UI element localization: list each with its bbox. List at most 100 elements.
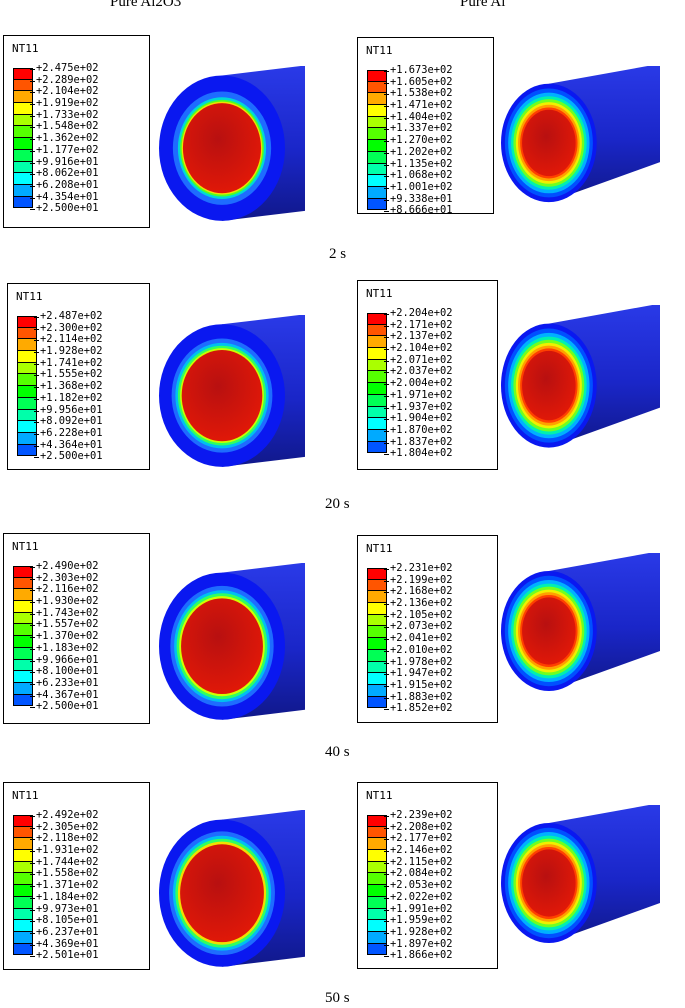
legend-value: +1.991e+02 bbox=[384, 902, 453, 915]
legend-swatch bbox=[14, 114, 32, 127]
legend-value: +2.104e+02 bbox=[384, 342, 453, 355]
legend-value: +1.937e+02 bbox=[384, 400, 453, 413]
legend-swatch bbox=[18, 397, 36, 410]
legend-swatch bbox=[18, 409, 36, 422]
legend-box: NT11 +2.239e+02 +2.208e+02 +2.177e+02 +2.146… bbox=[357, 782, 498, 969]
legend-value: +1.370e+02 bbox=[30, 630, 99, 643]
legend-swatch bbox=[14, 885, 32, 897]
legend-swatch bbox=[14, 184, 32, 197]
legend-swatch bbox=[18, 362, 36, 375]
legend-value: +2.500e+01 bbox=[30, 202, 99, 215]
legend-swatch bbox=[368, 931, 386, 944]
legend-swatch bbox=[14, 126, 32, 139]
legend-swatch bbox=[368, 359, 386, 372]
legend-value: +2.118e+02 bbox=[30, 832, 99, 845]
legend-swatch bbox=[14, 920, 32, 932]
legend-swatch bbox=[368, 128, 386, 141]
legend-value: +2.487e+02 bbox=[34, 310, 103, 322]
legend-swatch bbox=[368, 673, 386, 685]
legend-value: +1.673e+02 bbox=[384, 64, 453, 76]
time-label: 20 s bbox=[325, 496, 350, 512]
legend-value: +2.114e+02 bbox=[34, 333, 103, 346]
legend-value: +4.354e+01 bbox=[30, 190, 99, 203]
legend-swatch bbox=[368, 116, 386, 129]
legend-swatch bbox=[18, 444, 36, 457]
legend-swatch bbox=[368, 140, 386, 152]
legend-swatch bbox=[14, 659, 32, 672]
legend-value: +4.369e+01 bbox=[30, 937, 99, 950]
legend-color-bar bbox=[13, 815, 33, 956]
cylinder-contour-render bbox=[159, 810, 305, 967]
legend-value: +1.337e+02 bbox=[384, 122, 453, 135]
legend-value: +1.904e+02 bbox=[384, 412, 453, 425]
legend-labels: +2.475e+02 +2.289e+02 +2.104e+02 +1.919e+02… bbox=[30, 62, 99, 215]
legend-variable-name: NT11 bbox=[12, 540, 39, 553]
legend-swatch bbox=[368, 394, 386, 407]
legend-value: +1.930e+02 bbox=[30, 595, 99, 608]
legend-value: +2.303e+02 bbox=[30, 571, 99, 584]
legend-value: +2.305e+02 bbox=[30, 820, 99, 833]
cylinder-contour-render bbox=[159, 66, 305, 221]
legend-value: +2.053e+02 bbox=[384, 879, 453, 892]
legend-swatch bbox=[14, 931, 32, 944]
legend-swatch bbox=[14, 647, 32, 660]
legend-swatch bbox=[368, 163, 386, 176]
legend-swatch bbox=[14, 861, 32, 874]
legend-swatch bbox=[368, 885, 386, 897]
legend-value: +9.338e+01 bbox=[384, 192, 453, 205]
legend-value: +1.928e+02 bbox=[34, 345, 103, 358]
legend-value: +1.182e+02 bbox=[34, 391, 103, 404]
legend-swatch bbox=[368, 661, 386, 674]
legend-value: +2.136e+02 bbox=[384, 597, 453, 610]
legend-swatch bbox=[368, 649, 386, 662]
legend-value: +1.804e+02 bbox=[384, 447, 453, 460]
legend-value: +2.289e+02 bbox=[30, 73, 99, 86]
legend-swatch bbox=[368, 441, 386, 454]
legend-swatch bbox=[368, 861, 386, 874]
legend-value: +1.404e+02 bbox=[384, 110, 453, 123]
legend-variable-name: NT11 bbox=[366, 44, 393, 57]
legend-swatch bbox=[368, 348, 386, 360]
legend-swatch bbox=[14, 68, 32, 80]
legend-value: +1.733e+02 bbox=[30, 108, 99, 121]
legend-swatch bbox=[18, 339, 36, 352]
legend-value: +1.557e+02 bbox=[30, 618, 99, 631]
legend-value: +1.558e+02 bbox=[30, 867, 99, 880]
legend-swatch bbox=[18, 351, 36, 363]
legend-value: +2.115e+02 bbox=[384, 855, 453, 868]
legend-swatch bbox=[14, 103, 32, 115]
column-header-al: Pure Al bbox=[460, 0, 506, 10]
legend-swatch bbox=[368, 896, 386, 909]
legend-swatch bbox=[368, 105, 386, 117]
legend-value: +1.744e+02 bbox=[30, 855, 99, 868]
legend-swatch bbox=[14, 601, 32, 613]
legend-swatch bbox=[368, 186, 386, 199]
legend-value: +1.919e+02 bbox=[30, 97, 99, 110]
legend-value: +2.475e+02 bbox=[30, 62, 99, 74]
legend-value: +2.239e+02 bbox=[384, 809, 453, 821]
legend-swatch bbox=[14, 873, 32, 886]
legend-swatch bbox=[368, 151, 386, 164]
legend-value: +2.501e+01 bbox=[30, 949, 99, 962]
temperature-ring bbox=[522, 350, 576, 421]
legend-swatch bbox=[18, 327, 36, 340]
legend-value: +1.883e+02 bbox=[384, 690, 453, 703]
legend-value: +1.177e+02 bbox=[30, 143, 99, 156]
cylinder-contour-render bbox=[159, 563, 305, 720]
legend-variable-name: NT11 bbox=[366, 287, 393, 300]
legend-swatch bbox=[14, 671, 32, 683]
legend-value: +6.228e+01 bbox=[34, 426, 103, 439]
legend-swatch bbox=[368, 626, 386, 639]
column-header-al2o3: Pure Al2O3 bbox=[110, 0, 182, 10]
temperature-ring bbox=[180, 844, 264, 943]
legend-swatch bbox=[14, 91, 32, 104]
legend-value: +9.973e+01 bbox=[30, 902, 99, 915]
legend-swatch bbox=[368, 313, 386, 325]
legend-swatch bbox=[368, 591, 386, 604]
legend-value: +9.956e+01 bbox=[34, 403, 103, 416]
legend-value: +2.231e+02 bbox=[384, 562, 453, 574]
legend-value: +1.928e+02 bbox=[384, 925, 453, 938]
legend-value: +1.555e+02 bbox=[34, 368, 103, 381]
legend-swatch bbox=[14, 815, 32, 827]
legend-value: +1.978e+02 bbox=[384, 655, 453, 668]
